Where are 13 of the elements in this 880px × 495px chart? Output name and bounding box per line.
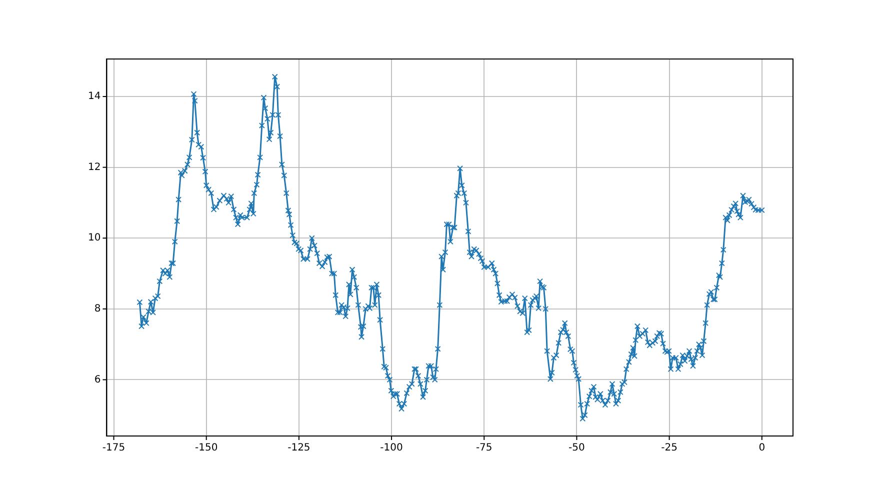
y-tick-label: 6 <box>94 374 101 386</box>
x-tick-label: -125 <box>288 442 310 454</box>
y-tick-label: 14 <box>88 91 101 102</box>
y-tick-label: 10 <box>88 232 101 244</box>
x-tick-label: -25 <box>661 442 678 454</box>
x-tick-label: 0 <box>758 442 766 454</box>
x-tick-label: -150 <box>195 442 218 454</box>
x-tick-label: -50 <box>568 442 585 454</box>
x-tick-label: -175 <box>102 442 126 454</box>
y-tick-label: 8 <box>94 304 101 315</box>
y-tick-label: 12 <box>88 162 101 173</box>
x-tick-label: -100 <box>380 442 403 454</box>
x-tick-label: -75 <box>476 442 492 454</box>
